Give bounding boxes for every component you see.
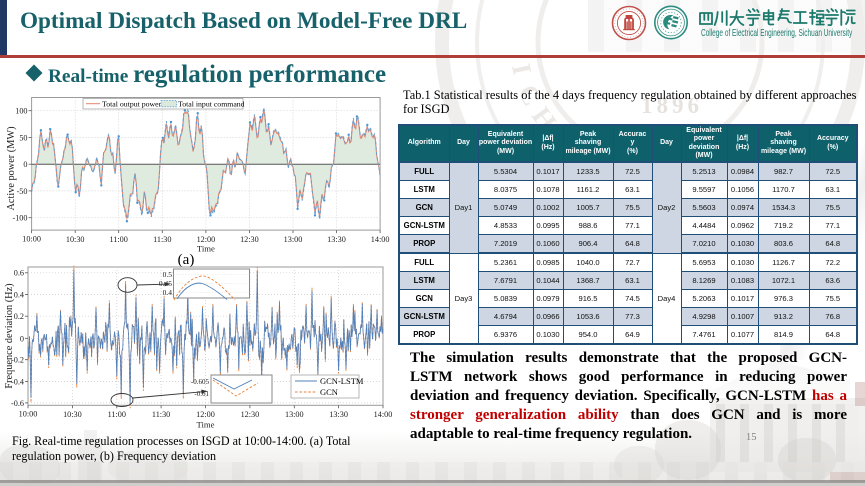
svg-text:0.5: 0.5 xyxy=(163,270,173,279)
svg-text:14:00: 14:00 xyxy=(374,410,393,419)
svg-text:14:00: 14:00 xyxy=(371,235,390,244)
svg-text:100: 100 xyxy=(15,107,27,116)
svg-text:0.2: 0.2 xyxy=(14,312,24,321)
svg-text:0: 0 xyxy=(23,160,27,169)
svg-text:GCN: GCN xyxy=(320,387,338,397)
svg-text:0.4: 0.4 xyxy=(14,291,24,300)
svg-text:-0.2: -0.2 xyxy=(11,356,24,365)
svg-text:11:00: 11:00 xyxy=(108,410,126,419)
svg-text:13:30: 13:30 xyxy=(329,410,348,419)
svg-text:-0.605: -0.605 xyxy=(191,378,210,386)
svg-text:-100: -100 xyxy=(12,214,27,223)
svg-text:-0.6: -0.6 xyxy=(11,399,24,408)
svg-text:0: 0 xyxy=(20,334,24,343)
svg-text:0.4: 0.4 xyxy=(163,288,173,297)
svg-text:13:00: 13:00 xyxy=(285,410,304,419)
svg-text:Time: Time xyxy=(196,420,214,430)
svg-text:(a): (a) xyxy=(178,252,195,268)
svg-text:10:30: 10:30 xyxy=(63,410,82,419)
svg-text:GCN-LSTM: GCN-LSTM xyxy=(320,376,364,386)
svg-text:12:30: 12:30 xyxy=(241,410,260,419)
svg-text:12:30: 12:30 xyxy=(240,235,259,244)
svg-text:50: 50 xyxy=(19,134,27,143)
svg-text:Frequence deviation (Hz): Frequence deviation (Hz) xyxy=(4,283,15,388)
svg-text:Active power (MW): Active power (MW) xyxy=(6,126,17,210)
svg-text:10:00: 10:00 xyxy=(22,235,41,244)
svg-text:Total output power: Total output power xyxy=(102,100,162,109)
svg-text:Time: Time xyxy=(197,244,215,254)
svg-text:10:00: 10:00 xyxy=(19,410,38,419)
svg-text:11:30: 11:30 xyxy=(153,235,171,244)
svg-text:-0.61: -0.61 xyxy=(194,390,209,398)
svg-text:0.6: 0.6 xyxy=(14,269,24,278)
svg-text:13:00: 13:00 xyxy=(284,235,303,244)
svg-text:10:30: 10:30 xyxy=(66,235,85,244)
svg-text:-0.4: -0.4 xyxy=(11,377,24,386)
svg-text:13:30: 13:30 xyxy=(327,235,346,244)
svg-text:11:00: 11:00 xyxy=(110,235,128,244)
svg-text:12:00: 12:00 xyxy=(197,235,216,244)
svg-text:11:30: 11:30 xyxy=(152,410,170,419)
svg-text:-50: -50 xyxy=(17,187,28,196)
svg-text:Total input command: Total input command xyxy=(178,100,245,109)
svg-text:12:00: 12:00 xyxy=(196,410,215,419)
